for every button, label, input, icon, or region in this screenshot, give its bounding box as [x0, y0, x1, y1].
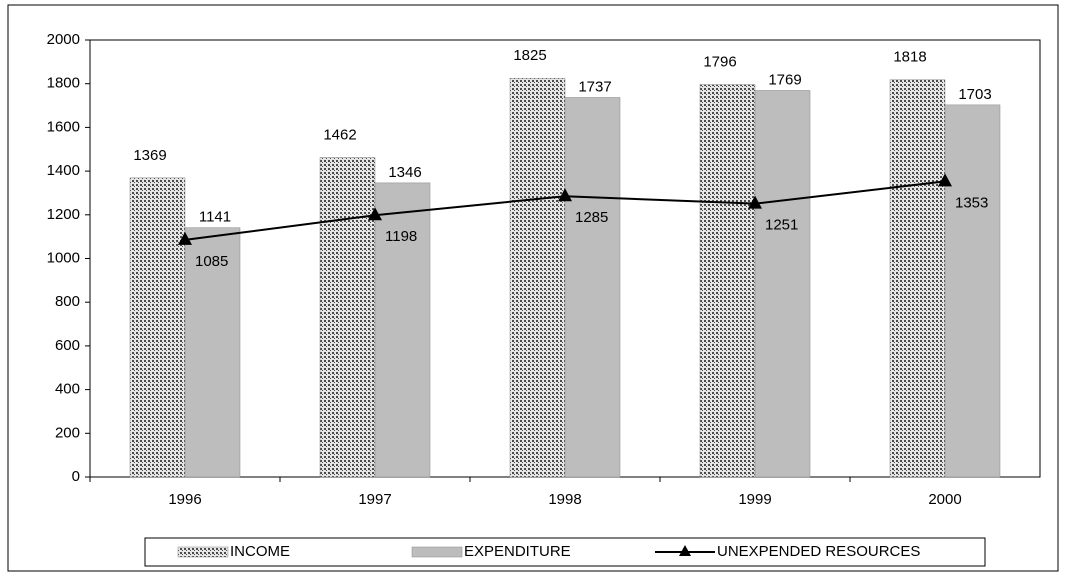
legend-label: INCOME [230, 543, 290, 560]
y-tick-label: 1600 [47, 118, 80, 135]
bar [564, 97, 621, 478]
x-tick-label: 2000 [928, 491, 961, 508]
bar [184, 227, 241, 478]
bar [944, 104, 1001, 478]
bar-value-label: 1346 [388, 164, 421, 181]
line-marker [558, 188, 572, 202]
y-tick-label: 1200 [47, 206, 80, 223]
x-tick-label: 1997 [358, 491, 391, 508]
y-tick-label: 1400 [47, 162, 80, 179]
bar-value-label: 1796 [703, 54, 736, 71]
bar-value-label: 1737 [578, 78, 611, 95]
bar [754, 90, 811, 478]
bar [509, 77, 566, 478]
bar-value-label: 1818 [893, 49, 926, 66]
bar [129, 177, 186, 478]
line-value-label: 1085 [195, 253, 228, 270]
y-tick-label: 200 [55, 424, 80, 441]
y-tick-label: 1800 [47, 75, 80, 92]
line-value-label: 1285 [575, 209, 608, 226]
legend-swatch [177, 546, 229, 558]
bar-value-label: 1769 [768, 71, 801, 88]
line-marker [938, 173, 952, 187]
frame [7, 4, 1059, 572]
legend-marker [679, 545, 691, 556]
legend-swatch [411, 546, 463, 558]
y-tick-label: 0 [72, 468, 80, 485]
y-tick-label: 1000 [47, 249, 80, 266]
line-value-label: 1353 [955, 194, 988, 211]
legend-label: UNEXPENDED RESOURCES [717, 543, 920, 560]
bar-value-label: 1825 [513, 47, 546, 64]
line-marker [748, 195, 762, 209]
bar-value-label: 1369 [133, 147, 166, 164]
bar [889, 79, 946, 478]
legend-box [144, 537, 986, 567]
bar-value-label: 1141 [199, 209, 231, 226]
line-value-label: 1198 [385, 228, 417, 245]
y-tick-label: 400 [55, 381, 80, 398]
x-tick-label: 1996 [168, 491, 201, 508]
bar [374, 182, 431, 478]
bar [699, 84, 756, 478]
legend-label: EXPENDITURE [464, 543, 571, 560]
y-tick-label: 600 [55, 337, 80, 354]
y-tick-label: 800 [55, 293, 80, 310]
bar-value-label: 1703 [958, 86, 991, 103]
y-tick-label: 2000 [47, 31, 80, 48]
line-value-label: 1251 [765, 217, 798, 234]
x-tick-label: 1998 [548, 491, 581, 508]
line-marker [368, 207, 382, 221]
line-marker [178, 231, 192, 245]
bar [319, 157, 376, 478]
x-tick-label: 1999 [738, 491, 771, 508]
bar-value-label: 1462 [323, 127, 356, 144]
